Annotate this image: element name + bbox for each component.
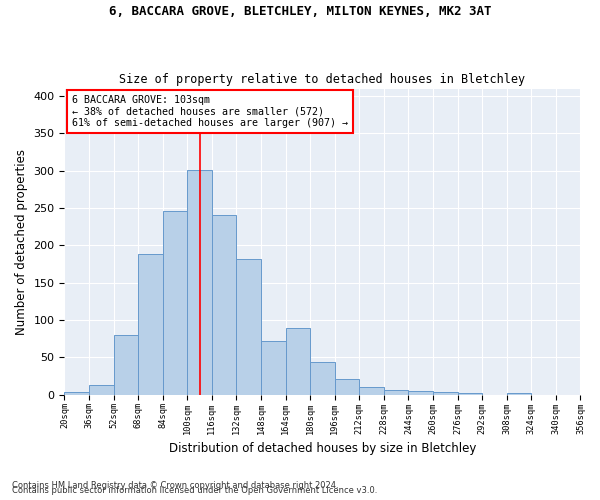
Bar [507,393,532,394]
Bar [286,328,310,394]
Bar [433,392,458,394]
Bar [409,391,433,394]
Bar [359,387,384,394]
Text: Contains public sector information licensed under the Open Government Licence v3: Contains public sector information licen… [12,486,377,495]
Bar [212,214,236,394]
Text: 6, BACCARA GROVE, BLETCHLEY, MILTON KEYNES, MK2 3AT: 6, BACCARA GROVE, BLETCHLEY, MILTON KEYN… [109,5,491,18]
Bar [138,254,163,394]
X-axis label: Distribution of detached houses by size in Bletchley: Distribution of detached houses by size … [169,442,476,455]
Bar [310,362,335,394]
Bar [113,335,138,394]
Bar [458,393,482,394]
Bar [89,385,113,394]
Bar [163,211,187,394]
Title: Size of property relative to detached houses in Bletchley: Size of property relative to detached ho… [119,73,526,86]
Text: 6 BACCARA GROVE: 103sqm
← 38% of detached houses are smaller (572)
61% of semi-d: 6 BACCARA GROVE: 103sqm ← 38% of detache… [72,94,348,128]
Bar [384,390,409,394]
Bar [187,170,212,394]
Bar [261,341,286,394]
Y-axis label: Number of detached properties: Number of detached properties [15,148,28,334]
Bar [335,379,359,394]
Bar [236,260,261,394]
Bar [64,392,89,394]
Text: Contains HM Land Registry data © Crown copyright and database right 2024.: Contains HM Land Registry data © Crown c… [12,481,338,490]
